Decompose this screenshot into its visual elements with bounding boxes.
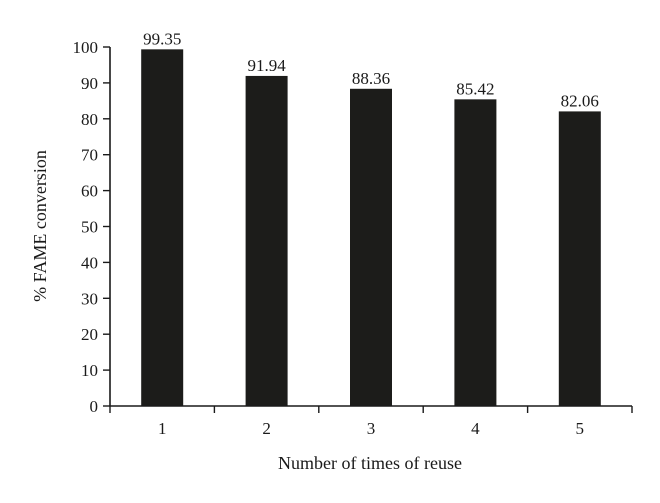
bar	[454, 99, 497, 407]
y-tick-label: 100	[73, 38, 99, 57]
x-axis: 1 2 3 4 5	[109, 405, 633, 438]
x-axis-title: Number of times of reuse	[278, 453, 462, 473]
data-labels-group: 99.35 91.94 88.36 85.42 82.06	[143, 29, 599, 110]
y-tick-label: 90	[81, 74, 98, 93]
x-tick-label: 4	[471, 419, 480, 438]
y-tick-label: 40	[81, 253, 98, 272]
y-tick-label: 20	[81, 325, 98, 344]
bar	[558, 111, 601, 406]
y-tick-label: 10	[81, 361, 98, 380]
y-tick-label: 50	[81, 218, 98, 237]
x-tick-label: 3	[367, 419, 376, 438]
y-tick-label: 0	[90, 397, 99, 416]
x-tick-label: 2	[262, 419, 271, 438]
y-tick-label: 30	[81, 289, 98, 308]
data-label: 88.36	[352, 69, 390, 88]
bar	[245, 75, 288, 407]
bar	[350, 88, 392, 406]
bars-group	[141, 49, 601, 407]
data-label: 99.35	[143, 29, 181, 48]
bar	[141, 49, 184, 407]
y-axis-title: % FAME conversion	[30, 150, 50, 302]
data-label: 85.42	[456, 79, 494, 98]
y-axis: 0 10 20 30 40 50 60 70 80 90 100	[73, 38, 111, 416]
data-label: 82.06	[561, 91, 599, 110]
y-tick-label: 60	[81, 182, 98, 201]
x-tick-label: 5	[576, 419, 585, 438]
y-tick-label: 80	[81, 110, 98, 129]
data-label: 91.94	[247, 56, 286, 75]
y-tick-label: 70	[81, 146, 98, 165]
x-tick-label: 1	[158, 419, 167, 438]
